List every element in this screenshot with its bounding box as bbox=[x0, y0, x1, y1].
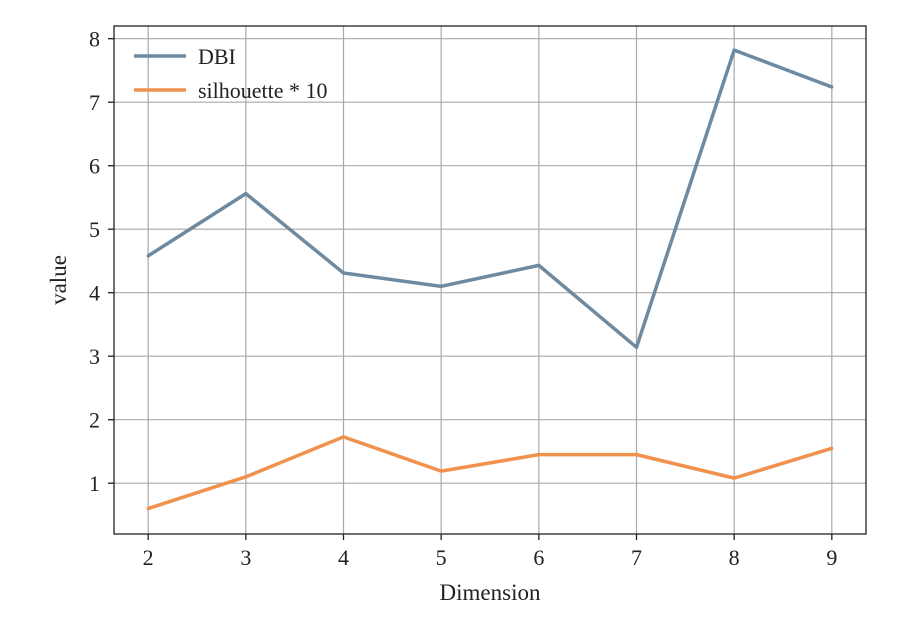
x-tick-label: 6 bbox=[533, 545, 544, 570]
legend-label: silhouette * 10 bbox=[198, 78, 328, 103]
plot-frame bbox=[113, 25, 867, 535]
data-point bbox=[732, 476, 736, 480]
x-tick-label: 8 bbox=[729, 545, 740, 570]
y-tick-labels: 1 2 3 4 5 6 7 8 bbox=[89, 27, 100, 497]
legend: DBI silhouette * 10 bbox=[134, 44, 328, 103]
x-tick-label: 3 bbox=[240, 545, 251, 570]
data-point bbox=[146, 254, 150, 258]
data-point bbox=[439, 469, 443, 473]
legend-label: DBI bbox=[198, 44, 236, 69]
data-point bbox=[341, 435, 346, 439]
axis-ticks bbox=[108, 38, 833, 540]
series-lines bbox=[146, 48, 834, 511]
x-tick-label: 2 bbox=[143, 545, 154, 570]
data-point bbox=[244, 475, 248, 479]
x-tick-label: 4 bbox=[338, 545, 349, 570]
series-line-1 bbox=[147, 48, 833, 350]
y-tick-label: 7 bbox=[89, 90, 100, 115]
y-tick-label: 6 bbox=[89, 154, 100, 179]
data-point bbox=[439, 284, 443, 288]
y-tick-label: 4 bbox=[89, 281, 100, 306]
y-axis-title: value bbox=[46, 255, 71, 305]
data-point bbox=[341, 271, 346, 275]
x-tick-label: 7 bbox=[631, 545, 642, 570]
series-line-2 bbox=[147, 435, 833, 511]
x-tick-label: 9 bbox=[826, 545, 837, 570]
y-tick-label: 2 bbox=[89, 408, 100, 433]
y-tick-label: 8 bbox=[89, 27, 100, 52]
y-tick-label: 1 bbox=[89, 471, 100, 496]
data-point bbox=[146, 507, 150, 511]
x-tick-labels: 2 3 4 5 6 7 8 9 bbox=[143, 545, 838, 570]
y-tick-label: 5 bbox=[89, 217, 100, 242]
data-point bbox=[634, 345, 639, 349]
data-point bbox=[830, 85, 834, 89]
data-point bbox=[830, 446, 834, 450]
x-axis-title: Dimension bbox=[440, 580, 541, 605]
x-tick-label: 5 bbox=[436, 545, 447, 570]
data-point bbox=[244, 192, 248, 196]
data-point bbox=[634, 453, 639, 457]
data-point bbox=[537, 453, 541, 457]
data-point bbox=[537, 263, 541, 267]
y-tick-label: 3 bbox=[89, 344, 100, 369]
grid bbox=[114, 26, 866, 534]
data-point bbox=[732, 48, 736, 52]
